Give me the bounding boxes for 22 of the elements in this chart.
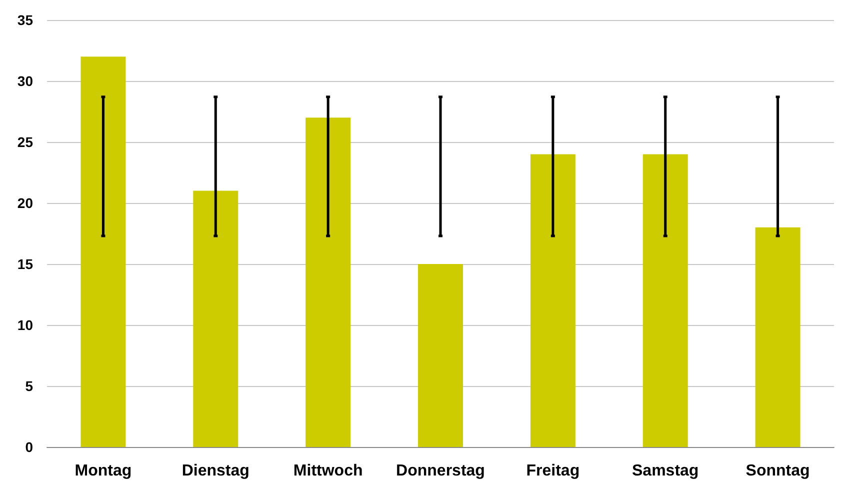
x-tick-label: Sonntag [746,462,810,480]
y-tick-label: 30 [17,73,34,89]
y-tick-label: 10 [17,317,34,333]
y-tick-label: 5 [25,378,34,394]
bar [306,118,351,447]
y-tick-label: 20 [17,195,34,211]
bar [193,190,238,447]
bar [642,154,688,447]
x-tick-label: Samstag [632,462,699,480]
bar [418,264,463,447]
x-tick-label: Montag [74,462,132,480]
y-tick-label: 15 [17,256,34,272]
bar [80,56,126,447]
bar [755,227,800,447]
y-tick-label: 35 [17,12,34,28]
x-tick-label: Mittwoch [293,462,363,480]
x-tick-label: Dienstag [182,462,250,480]
bar [530,154,576,447]
y-tick-label: 0 [25,439,34,455]
x-tick-label: Freitag [526,462,580,480]
y-tick-label: 25 [17,134,34,150]
x-tick-label: Donnerstag [396,462,485,480]
